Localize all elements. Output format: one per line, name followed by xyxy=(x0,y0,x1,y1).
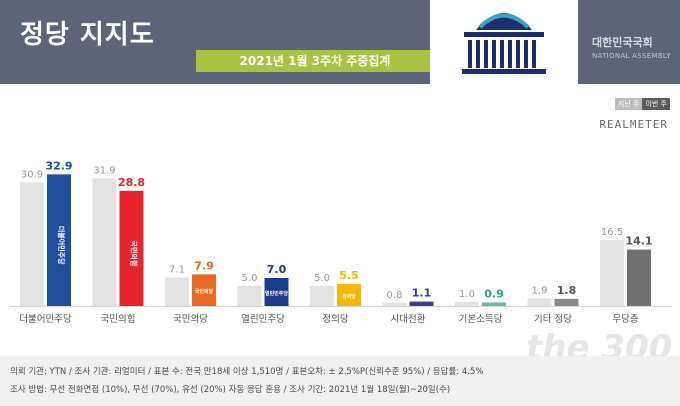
category-label: 무당층 xyxy=(612,314,638,325)
value-label-this-week: 5.5 xyxy=(339,269,359,282)
bar-this-week xyxy=(47,174,71,306)
chart-legend: 지난 주 이번 주 xyxy=(614,98,670,110)
header-banner: 정당 지지도 2021년 1월 3주차 주중집계 대한민국국회 NATIONAL… xyxy=(0,0,680,84)
survey-footnote xyxy=(0,356,680,406)
value-label-this-week: 0.9 xyxy=(484,287,504,300)
value-label-this-week: 32.9 xyxy=(45,160,72,172)
footnote-line-1: 의뢰 기관: YTN / 조사 기관: 리얼미터 / 표본 수: 전국 만18세… xyxy=(10,367,484,377)
bar-prev-week xyxy=(382,302,407,306)
category-label: 기타 정당 xyxy=(534,314,572,325)
bar-prev-week xyxy=(92,178,117,306)
category-label: 정의당 xyxy=(322,314,348,325)
bar-prev-week xyxy=(165,277,189,306)
value-label-this-week: 1.8 xyxy=(557,284,577,297)
bar-this-week xyxy=(409,301,434,306)
legend-this-week: 이번 주 xyxy=(642,98,670,110)
value-label-prev: 1.9 xyxy=(532,285,548,296)
footnote-line-2: 조사 방법: 무선 전화면접 (10%), 무선 (70%), 유선 (20%)… xyxy=(10,385,451,395)
category-label: 시대전환 xyxy=(391,313,426,325)
bar-this-week xyxy=(119,190,144,306)
bar-prev-week xyxy=(455,302,479,306)
party-logo-label: 더불어민주당 xyxy=(57,226,66,265)
value-label-prev: 7.1 xyxy=(169,265,185,276)
category-label: 열린민주당 xyxy=(241,314,285,325)
survey-period-label: 2021년 1월 3주차 주중집계 xyxy=(196,50,434,72)
value-label-this-week: 7.9 xyxy=(194,259,214,272)
page-title: 정당 지지도 xyxy=(20,20,155,50)
bar-this-week xyxy=(627,249,651,306)
bar-this-week xyxy=(337,284,361,306)
bar-prev-week xyxy=(20,182,44,306)
value-label-prev: 16.5 xyxy=(601,227,623,238)
value-label-prev: 0.8 xyxy=(387,290,403,301)
value-label-prev: 5.0 xyxy=(242,273,258,284)
party-logo-label: 열린민주당 xyxy=(265,290,288,297)
category-label: 기본소득당 xyxy=(459,314,503,325)
bar-this-week xyxy=(482,302,506,306)
value-label-prev: 5.0 xyxy=(314,273,330,284)
pollster-brand: REALMETER xyxy=(599,118,668,131)
value-label-prev: 30.9 xyxy=(21,169,43,180)
value-label-this-week: 14.1 xyxy=(625,235,652,248)
bar-prev-week xyxy=(600,240,624,306)
value-label-this-week: 28.8 xyxy=(118,176,145,189)
bar-prev-week xyxy=(527,298,552,306)
national-assembly-logo xyxy=(430,0,578,84)
bar-this-week xyxy=(264,278,289,306)
value-label-prev: 1.0 xyxy=(459,289,475,300)
category-label: 국민의힘 xyxy=(101,314,136,325)
bar-this-week xyxy=(554,298,579,306)
value-label-this-week: 7.0 xyxy=(267,263,287,276)
party-logo-label: 정의당 xyxy=(342,293,356,300)
assembly-building-icon xyxy=(462,13,546,74)
bar-this-week xyxy=(192,274,216,306)
party-logo-label: 국민의힘 xyxy=(130,241,139,267)
legend-prev-week: 지난 주 xyxy=(614,98,643,110)
assembly-name-ko: 대한민국국회 xyxy=(592,36,653,49)
value-label-prev: 31.9 xyxy=(93,165,115,176)
bar-prev-week xyxy=(237,286,262,306)
value-label-this-week: 1.1 xyxy=(412,287,432,300)
bar-prev-week xyxy=(310,286,334,306)
category-label: 국민의당 xyxy=(173,314,208,325)
assembly-name-en: NATIONAL ASSEMBLY xyxy=(592,52,671,60)
category-label: 더불어민주당 xyxy=(19,314,72,325)
party-logo-label: 국민의당 xyxy=(195,288,214,295)
